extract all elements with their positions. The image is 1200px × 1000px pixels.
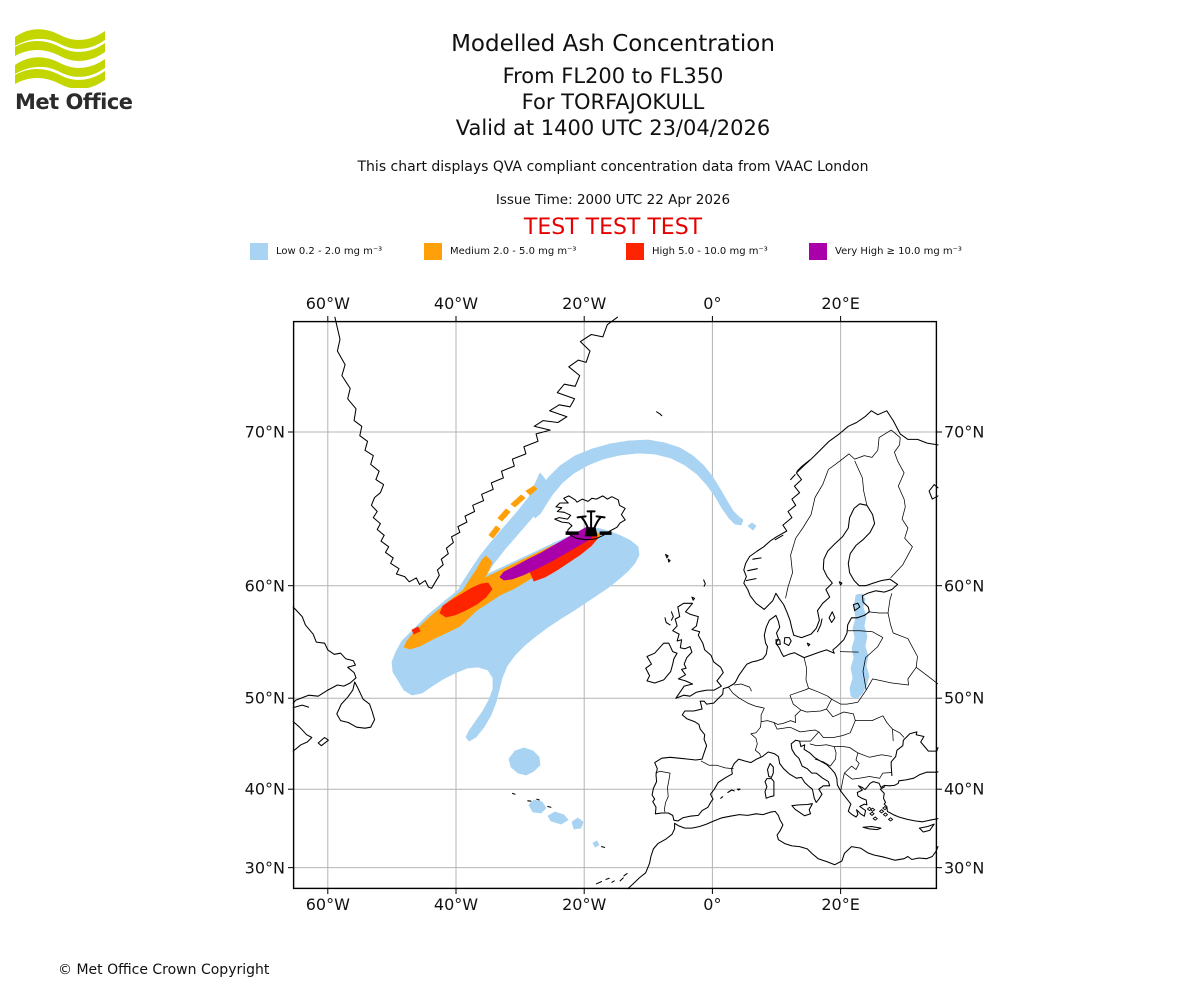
map-frame (288, 316, 942, 894)
copyright-text: © Met Office Crown Copyright (58, 962, 270, 978)
lon-label-top-60°W: 60°W (305, 294, 350, 313)
logo-wave-0 (15, 29, 105, 49)
legend-label-very-high: Very High ≥ 10.0 mg m⁻³ (835, 246, 962, 257)
lat-label-left-60°N: 60°N (244, 576, 285, 596)
ash-layer-very-high (499, 526, 595, 581)
lat-label-right-70°N: 70°N (944, 422, 985, 442)
lon-label-top-0°: 0° (703, 294, 722, 313)
test-banner: TEST TEST TEST (523, 215, 703, 240)
legend-swatch-medium (424, 243, 442, 260)
flight-level-line: From FL200 to FL350 (502, 64, 724, 88)
lon-label-top-20°E: 20°E (821, 294, 860, 313)
lon-label-bottom-20°E: 20°E (821, 895, 860, 914)
lat-label-left-50°N: 50°N (244, 688, 285, 708)
met-office-logo: Met Office (15, 28, 175, 114)
lon-label-bottom-20°W: 20°W (562, 895, 607, 914)
country-borders (655, 429, 939, 813)
legend-swatch-high (626, 243, 644, 260)
issue-time: Issue Time: 2000 UTC 22 Apr 2026 (495, 192, 731, 208)
map-border (292, 320, 938, 890)
map-canvas (288, 316, 942, 894)
lat-label-right-30°N: 30°N (944, 858, 985, 878)
lat-label-right-60°N: 60°N (944, 576, 985, 596)
legend-label-low: Low 0.2 - 2.0 mg m⁻³ (276, 246, 383, 257)
legend-swatch-low (250, 243, 268, 260)
volcano-marker (565, 510, 612, 537)
axis-ticks (288, 316, 942, 894)
legend-label-high: High 5.0 - 10.0 mg m⁻³ (652, 246, 768, 257)
logo-wave-2 (15, 57, 105, 77)
island-dots (866, 805, 894, 822)
lon-label-bottom-40°W: 40°W (433, 895, 479, 914)
logo-wave-3 (15, 69, 105, 88)
concentration-legend: Low 0.2 - 2.0 mg m⁻³ Medium 2.0 - 5.0 mg … (0, 243, 1200, 263)
lat-label-left-70°N: 70°N (244, 422, 285, 442)
lon-label-bottom-60°W: 60°W (305, 895, 350, 914)
ash-layer-low (391, 439, 870, 848)
valid-time-line: Valid at 1400 UTC 23/04/2026 (455, 116, 771, 140)
volcano-line: For TORFAJOKULL (521, 90, 705, 114)
lon-label-top-40°W: 40°W (433, 294, 479, 313)
qva-note: This chart displays QVA compliant concen… (357, 159, 869, 175)
met-office-logo-text: Met Office (15, 90, 133, 114)
graticule (293, 321, 937, 889)
coastlines (292, 316, 939, 890)
lon-label-top-20°W: 20°W (562, 294, 607, 313)
met-office-logo-waves (15, 29, 105, 88)
legend-label-medium: Medium 2.0 - 5.0 mg m⁻³ (450, 246, 577, 257)
lon-label-bottom-0°: 0° (703, 895, 722, 914)
lat-label-left-40°N: 40°N (244, 779, 285, 799)
legend-swatch-very-high (809, 243, 827, 260)
lat-label-right-40°N: 40°N (944, 779, 985, 799)
lat-label-left-30°N: 30°N (244, 858, 285, 878)
page-title: Modelled Ash Concentration (451, 31, 775, 57)
lat-label-right-50°N: 50°N (944, 688, 985, 708)
logo-wave-1 (15, 41, 105, 61)
